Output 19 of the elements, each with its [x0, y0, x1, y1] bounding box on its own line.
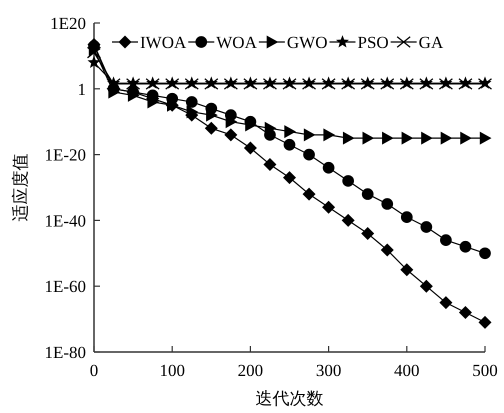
y-tick-label: 1E-60	[44, 277, 86, 296]
legend-label: WOA	[216, 33, 258, 52]
y-tick-label: 1	[78, 80, 86, 99]
legend-label: PSO	[357, 33, 389, 52]
legend-label: GA	[418, 33, 444, 52]
legend-label: GWO	[286, 33, 328, 52]
x-tick-label: 300	[316, 361, 342, 380]
y-axis-title: 适应度值	[11, 154, 31, 222]
x-tick-label: 100	[159, 361, 185, 380]
x-tick-label: 500	[472, 361, 498, 380]
x-tick-label: 200	[238, 361, 264, 380]
x-axis-title: 迭代次数	[256, 389, 324, 409]
legend-label: IWOA	[140, 33, 187, 52]
y-tick-label: 1E-80	[44, 343, 86, 362]
y-tick-label: 1E-20	[44, 146, 86, 165]
x-tick-label: 0	[90, 361, 98, 380]
y-tick-label: 1E-40	[44, 211, 86, 230]
y-tick-label: 1E20	[50, 14, 86, 33]
x-tick-label: 400	[394, 361, 420, 380]
